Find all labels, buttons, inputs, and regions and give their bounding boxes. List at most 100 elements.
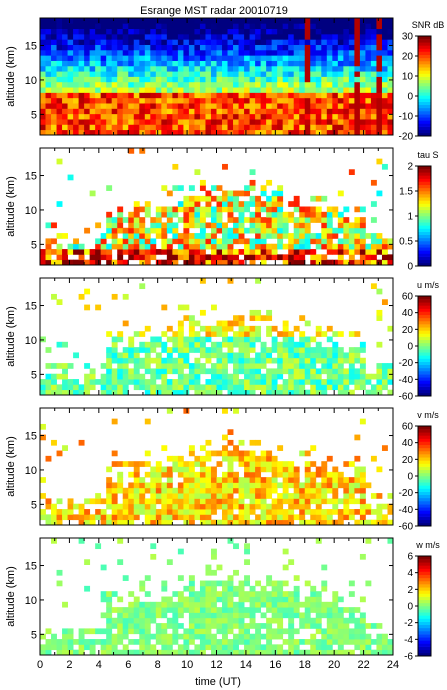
heatmap-cell <box>387 503 394 510</box>
heatmap-cell <box>233 408 239 414</box>
heatmap-cell <box>249 498 256 505</box>
heatmap-cell <box>194 628 201 635</box>
heatmap-cell <box>249 44 256 51</box>
heatmap-cell <box>199 23 206 30</box>
heatmap-cell <box>117 33 124 40</box>
heatmap-cell <box>161 233 168 239</box>
heatmap-cell <box>359 466 366 473</box>
heatmap-cell <box>155 206 162 213</box>
heatmap-cell <box>199 185 206 191</box>
heatmap-cell <box>210 503 217 510</box>
heatmap-cell <box>266 113 273 120</box>
heatmap-cell <box>293 195 300 202</box>
heatmap-cell <box>128 628 135 635</box>
heatmap-cell <box>56 389 63 396</box>
heatmap-cell <box>62 601 68 608</box>
heatmap-cell <box>255 195 262 202</box>
heatmap-cell <box>238 325 245 332</box>
colorbar-swatch <box>418 358 431 362</box>
heatmap-cell <box>321 113 328 120</box>
heatmap-cell <box>188 49 195 56</box>
heatmap-cell <box>144 639 151 645</box>
heatmap-cell <box>266 243 273 250</box>
colorbar-swatch <box>418 634 431 638</box>
heatmap-cell <box>249 509 256 515</box>
heatmap-cell <box>227 623 234 629</box>
heatmap-cell <box>354 434 361 441</box>
heatmap-cell <box>172 384 179 391</box>
heatmap-cell <box>210 389 217 396</box>
heatmap-cell <box>348 49 355 56</box>
heatmap-cell <box>183 254 190 261</box>
heatmap-cell <box>288 103 295 109</box>
heatmap-cell <box>56 44 63 51</box>
heatmap-cell <box>194 55 201 61</box>
heatmap-cell <box>244 389 250 396</box>
heatmap-cell <box>282 341 289 348</box>
heatmap-cell <box>304 227 311 234</box>
heatmap-cell <box>227 238 234 245</box>
heatmap-cell <box>194 461 201 467</box>
heatmap-cell <box>188 445 195 451</box>
heatmap-cell <box>95 33 102 40</box>
colorbar-tick-label: -20 <box>399 132 414 143</box>
heatmap-cell <box>277 124 284 131</box>
heatmap-cell <box>222 482 228 489</box>
heatmap-cell <box>161 76 168 83</box>
heatmap-cell <box>161 347 168 353</box>
heatmap-cell <box>376 39 383 45</box>
heatmap-cell <box>106 65 113 72</box>
heatmap-cell <box>155 18 162 24</box>
heatmap-cell <box>150 553 157 560</box>
heatmap-cell <box>139 498 146 505</box>
heatmap-cell <box>244 493 250 499</box>
heatmap-cell <box>359 87 366 93</box>
heatmap-cell <box>144 124 151 131</box>
heatmap-cell <box>161 124 168 131</box>
heatmap-cell <box>233 336 239 343</box>
colorbar-tick-label: 0 <box>407 602 413 613</box>
heatmap-cell <box>293 113 300 120</box>
heatmap-cell <box>315 195 322 202</box>
heatmap-cell <box>227 33 234 40</box>
heatmap-cell <box>310 76 317 83</box>
heatmap-cell <box>227 92 234 99</box>
heatmap-cell <box>282 92 289 99</box>
heatmap-cell <box>128 227 135 234</box>
heatmap-cell <box>266 639 273 645</box>
heatmap-cell <box>233 49 239 56</box>
heatmap-cell <box>139 379 146 385</box>
heatmap-cell <box>381 97 388 104</box>
heatmap-cell <box>183 471 190 478</box>
heatmap-cell <box>381 65 388 72</box>
heatmap-cell <box>188 206 195 213</box>
heatmap-cell <box>188 81 195 88</box>
heatmap-cell <box>45 498 52 505</box>
heatmap-cell <box>111 418 118 425</box>
heatmap-cell <box>310 461 317 467</box>
colorbar-tick-label: 2 <box>407 162 413 173</box>
heatmap-cell <box>288 243 295 250</box>
heatmap-cell <box>62 28 68 35</box>
heatmap-cell <box>266 315 273 321</box>
heatmap-cell <box>51 108 57 115</box>
heatmap-cell <box>381 254 388 261</box>
heatmap-cell <box>177 97 184 104</box>
heatmap-cell <box>194 320 201 327</box>
heatmap-cell <box>84 389 91 396</box>
heatmap-cell <box>106 482 113 489</box>
heatmap-cell <box>166 408 173 414</box>
heatmap-cell <box>271 509 278 515</box>
heatmap-cell <box>144 482 151 489</box>
heatmap-cell <box>161 612 168 619</box>
colorbar-swatch <box>418 621 431 626</box>
heatmap-cell <box>332 113 339 120</box>
heatmap-cell <box>78 509 85 515</box>
heatmap-cell <box>73 384 80 391</box>
heatmap-cell <box>365 379 372 385</box>
heatmap-cell <box>199 336 206 343</box>
heatmap-cell <box>343 233 350 239</box>
heatmap-cell <box>227 23 234 30</box>
heatmap-cell <box>277 87 284 93</box>
heatmap-cell <box>299 617 306 624</box>
